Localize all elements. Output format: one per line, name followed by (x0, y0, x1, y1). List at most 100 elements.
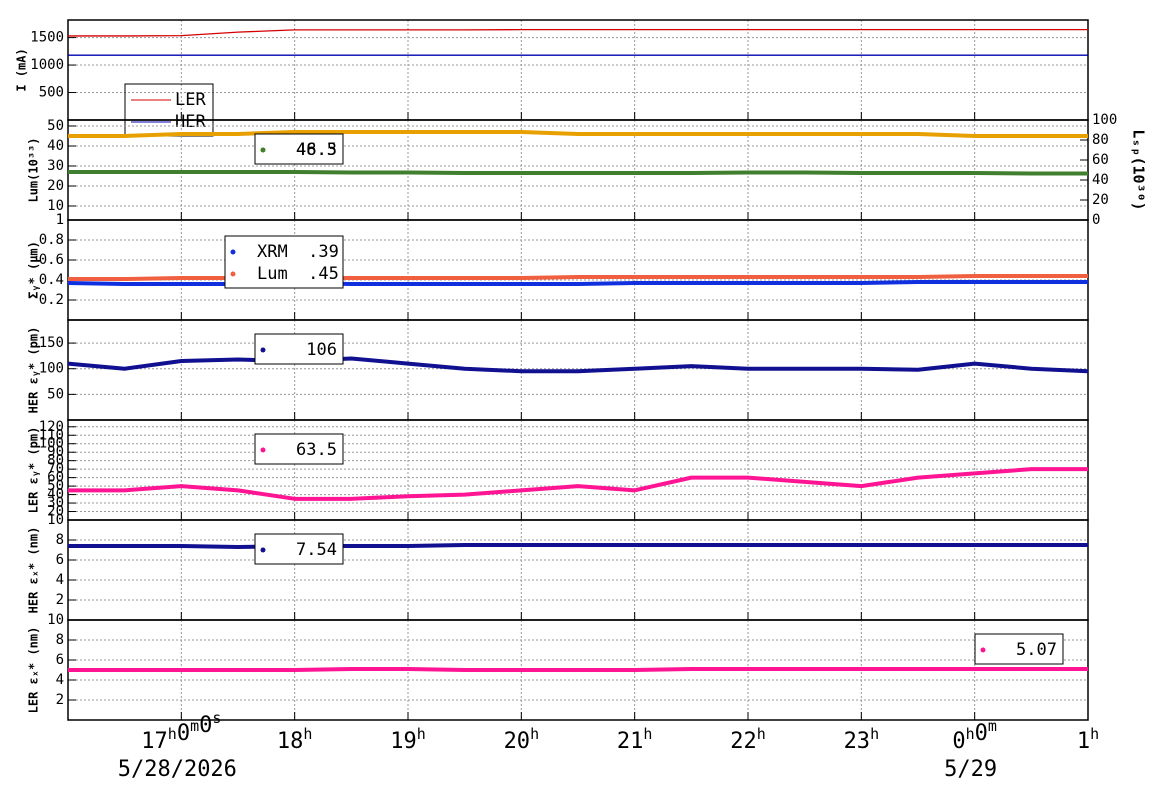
number: 18 (277, 729, 304, 754)
y-tick-label: 8 (56, 632, 64, 648)
y2-axis-label: Lₛₚ(10³⁰) (1130, 129, 1148, 210)
legend-box (254, 333, 344, 365)
y-axis-label: Lum(10³³) (27, 137, 41, 202)
unit: s (212, 709, 221, 727)
unit: h (168, 725, 177, 743)
series-line (68, 467, 1088, 501)
y2-tick-label: 40 (1092, 172, 1109, 188)
y-tick-label: 0.8 (39, 232, 64, 248)
y-tick-label: 0.6 (39, 252, 64, 268)
legend-label: 5.07 (1016, 640, 1057, 660)
number: 19 (390, 729, 417, 754)
legend-marker (260, 147, 266, 153)
date-label: 5/28/2026 (118, 757, 237, 782)
unit: h (870, 725, 879, 743)
legend-label: 7.54 (296, 540, 337, 560)
x-tick-label: 17h0m0s (141, 709, 221, 755)
date-label: 5/29 (944, 757, 997, 782)
number: 0 (199, 713, 212, 738)
y-axis-label: LER εᵧ* (pm) (27, 427, 41, 514)
y-axis-label: HER εᵧ* (pm) (27, 327, 41, 414)
y-tick-label: 20 (47, 504, 64, 520)
y-tick-label: 10 (47, 512, 64, 528)
legend-marker (980, 647, 986, 653)
y-tick-label: 50 (47, 478, 64, 494)
unit: h (757, 725, 766, 743)
y-tick-label: 1500 (30, 30, 64, 46)
y2-tick-label: 60 (1092, 152, 1109, 168)
legend-label: 63.5 (296, 440, 337, 460)
number: 17 (141, 729, 168, 754)
series-line (68, 170, 1088, 176)
y-tick-label: 30 (47, 495, 64, 511)
y2-tick-label: 20 (1092, 192, 1109, 208)
y-tick-label: 4 (56, 672, 64, 688)
legend-box (254, 133, 344, 165)
legend-label: Lum .45 (257, 264, 339, 284)
y2-tick-label: 100 (1092, 112, 1117, 128)
y-tick-label: 150 (39, 335, 64, 351)
number: 20 (504, 729, 531, 754)
x-tick-label: 19h (390, 725, 426, 755)
unit: h (303, 725, 312, 743)
series-line (67, 280, 1088, 286)
number: 21 (617, 729, 644, 754)
y-tick-label: 4 (56, 572, 64, 588)
series-line (68, 130, 1088, 138)
y2-tick-label: 80 (1092, 132, 1109, 148)
unit: h (530, 725, 539, 743)
y-axis-label: LER εₓ* (nm) (27, 627, 41, 714)
y-tick-label: 10 (47, 612, 64, 628)
legend-label: 48.3 (296, 140, 337, 160)
y-axis-label: I (mA) (15, 48, 29, 91)
y-tick-label: 0.4 (39, 272, 64, 288)
unit: h (1090, 725, 1099, 743)
y-tick-label: 50 (47, 118, 64, 134)
legend-label: 46.5 (296, 140, 337, 160)
x-tick-label: 21h (617, 725, 653, 755)
y-axis-label: Σᵧ* (μm) (27, 241, 41, 299)
y-tick-label: 6 (56, 552, 64, 568)
number: 0 (177, 721, 190, 746)
number: 1 (1077, 729, 1090, 754)
series-line (68, 543, 1088, 549)
legend-marker (230, 249, 236, 255)
y-tick-label: 30 (47, 158, 64, 174)
legend-marker (260, 447, 266, 453)
y-tick-label: 100 (39, 436, 64, 452)
y-tick-label: 90 (47, 444, 64, 460)
legend-box (974, 633, 1064, 665)
y-tick-label: 10 (47, 198, 64, 214)
y-tick-label: 2 (56, 692, 64, 708)
legend-marker (260, 547, 266, 553)
legend-box (224, 235, 344, 289)
y-tick-label: 2 (56, 592, 64, 608)
y-tick-label: 40 (47, 487, 64, 503)
panel-frame (67, 519, 1089, 621)
unit: h (966, 725, 975, 743)
panel-frame (67, 19, 1089, 121)
x-tick-label: 20h (504, 725, 540, 755)
series-line (68, 28, 1088, 37)
x-tick-label: 0h0m (952, 717, 997, 755)
y-tick-label: 50 (47, 386, 64, 402)
unit: h (643, 725, 652, 743)
legend-label: HER (175, 112, 206, 132)
legend-marker (230, 271, 236, 277)
series-line (68, 667, 1088, 672)
legend-label: XRM .39 (257, 242, 339, 262)
y-axis-label: HER εₓ* (nm) (27, 527, 41, 614)
x-tick-label: 18h (277, 725, 313, 755)
y2-tick-label: 0 (1092, 212, 1100, 228)
x-tick-label: 23h (844, 725, 880, 755)
y-tick-label: 1000 (30, 57, 64, 73)
legend-box (254, 433, 344, 465)
y-tick-label: 500 (39, 85, 64, 101)
y-tick-label: 0.2 (39, 292, 64, 308)
legend-label: 106 (306, 340, 337, 360)
unit: h (417, 725, 426, 743)
y-tick-label: 1 (56, 212, 64, 228)
y-tick-label: 120 (39, 419, 64, 435)
y-tick-label: 60 (47, 470, 64, 486)
